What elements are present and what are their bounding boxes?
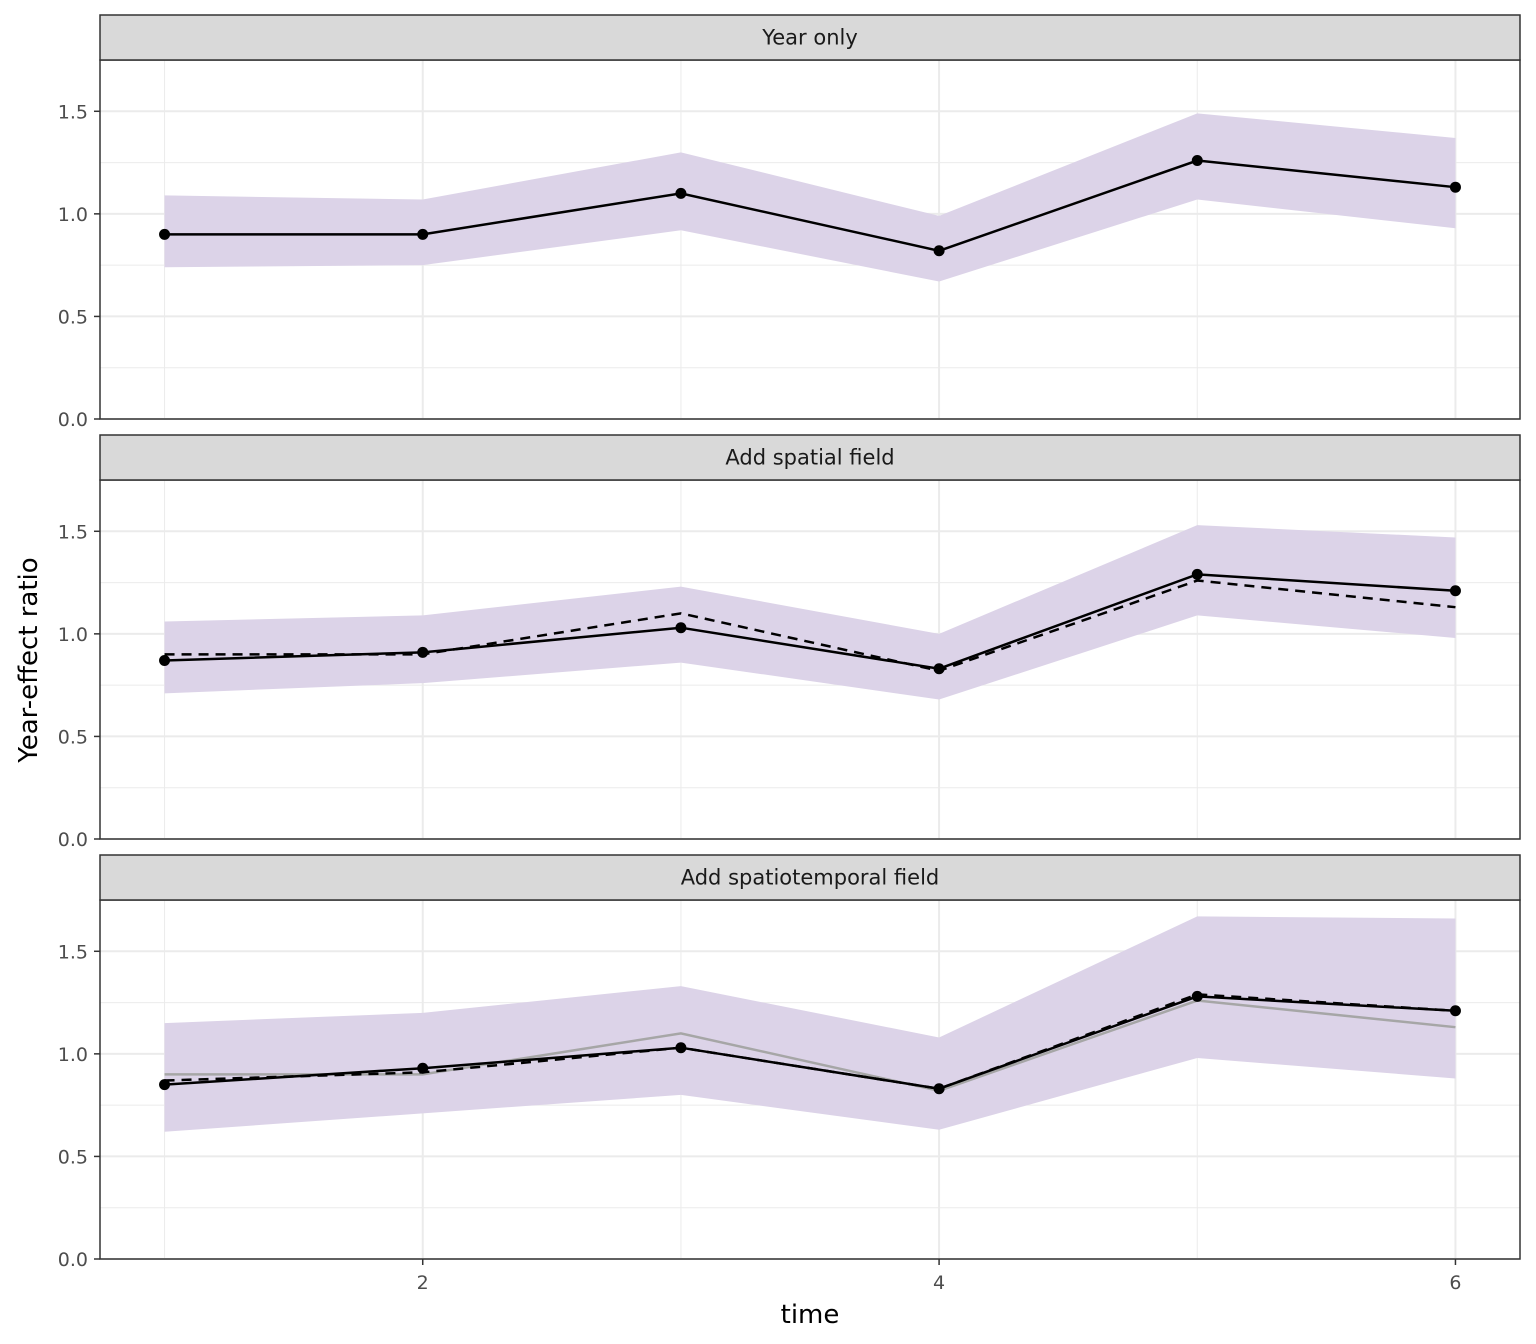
y-tick-label: 0.5: [58, 1146, 88, 1168]
y-tick-label: 0.0: [58, 409, 88, 431]
x-tick-label: 6: [1449, 1272, 1461, 1294]
confidence-ribbon: [164, 916, 1456, 1132]
y-tick-label: 0.0: [58, 829, 88, 851]
estimate-point: [1191, 568, 1203, 580]
y-tick-label: 0.5: [58, 726, 88, 748]
estimate-point: [1449, 585, 1461, 597]
panel-3: Add spatiotemporal field 0.0 0.5 1.0 1.5 2 4 6: [58, 854, 1521, 1294]
estimate-point: [933, 663, 945, 675]
facet-strip: [99, 854, 1521, 901]
estimate-point: [933, 1083, 945, 1095]
y-tick-label: 1.5: [58, 521, 88, 543]
estimate-point: [159, 655, 171, 667]
facet-strip: [99, 14, 1521, 61]
y-tick-label: 0.5: [58, 306, 88, 328]
previous-model-dashed-line: [164, 579, 1456, 673]
y-tick-label: 1.0: [58, 204, 88, 226]
facet-strip-label: Year only: [761, 26, 858, 50]
x-tick-label: 2: [417, 1272, 429, 1294]
y-tick-label: 1.5: [58, 941, 88, 963]
estimate-point: [675, 187, 687, 199]
estimate-line: [164, 159, 1456, 253]
estimate-point: [159, 1079, 171, 1091]
y-axis-title: Year-effect ratio: [14, 557, 44, 763]
y-tick-label: 0.0: [58, 1249, 88, 1271]
estimate-point: [417, 228, 429, 240]
estimate-point: [1191, 990, 1203, 1002]
x-axis-title: time: [781, 1300, 840, 1330]
panel-2: Add spatial field 0.0 0.5 1.0 1.5: [58, 434, 1521, 851]
y-tick-label: 1.0: [58, 1044, 88, 1066]
estimate-point: [417, 646, 429, 658]
estimate-point: [1191, 155, 1203, 167]
estimate-point: [1449, 1005, 1461, 1017]
estimate-point: [933, 245, 945, 257]
y-tick-label: 1.0: [58, 624, 88, 646]
y-tick-label: 1.5: [58, 101, 88, 123]
confidence-ribbon: [164, 525, 1456, 700]
estimate-line: [164, 573, 1456, 671]
confidence-ribbon: [164, 113, 1456, 282]
estimate-point: [417, 1062, 429, 1074]
estimate-point: [159, 228, 171, 240]
reference-line-grey: [164, 999, 1456, 1093]
estimate-point: [1449, 181, 1461, 193]
estimate-point: [675, 1042, 687, 1054]
x-tick-label: 4: [933, 1272, 945, 1294]
estimate-line: [164, 995, 1456, 1091]
facet-strip-label: Add spatial field: [725, 446, 894, 470]
estimate-point: [675, 622, 687, 634]
panel-1: Year only 0.0 0.5 1.0 1.5: [58, 14, 1521, 431]
facet-strip-label: Add spatiotemporal field: [681, 866, 940, 890]
facet-strip: [99, 434, 1521, 481]
